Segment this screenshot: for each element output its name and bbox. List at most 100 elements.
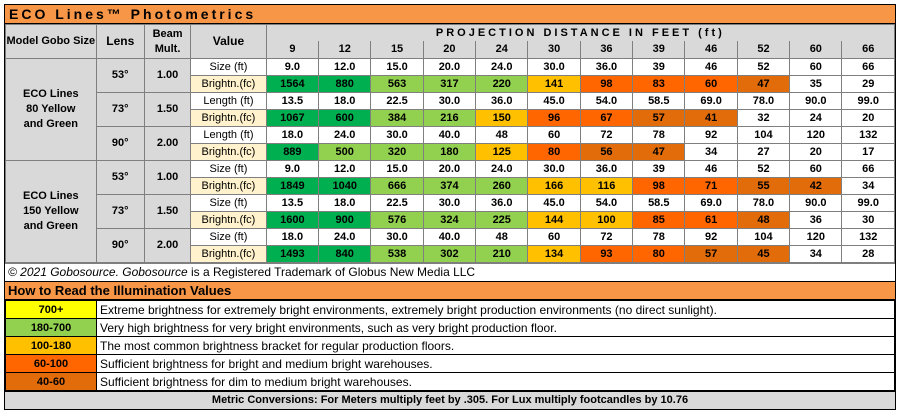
- brightness-cell: 34: [684, 143, 738, 161]
- brightness-cell: 576: [370, 211, 424, 229]
- brightness-cell: 1040: [318, 177, 372, 195]
- size-cell: 30.0: [422, 194, 477, 212]
- brightness-cell: 47: [632, 143, 686, 161]
- size-cell: 9.0: [265, 160, 320, 178]
- size-cell: 78: [632, 126, 686, 144]
- brightness-cell: 28: [841, 245, 895, 263]
- size-cell: 72: [579, 126, 634, 144]
- size-cell: 48: [475, 228, 529, 246]
- size-cell: 40.0: [422, 228, 477, 246]
- brightness-cell: 1849: [265, 177, 320, 195]
- size-cell: 99.0: [841, 194, 895, 212]
- brightness-cell: 320: [370, 143, 424, 161]
- distance-66: 66: [841, 41, 895, 59]
- size-cell: 22.5: [370, 92, 424, 110]
- brightness-cell: 880: [318, 75, 372, 93]
- brightness-cell: 60: [684, 75, 738, 93]
- size-cell: 60: [789, 160, 843, 178]
- size-cell: 36.0: [475, 92, 529, 110]
- legend-row: 60-100 Sufficient brightness for bright a…: [5, 354, 895, 373]
- legend-text: Sufficient brightness for bright and med…: [96, 354, 895, 373]
- brightness-cell: 116: [579, 177, 634, 195]
- size-cell: 54.0: [579, 92, 634, 110]
- size-cell: 90.0: [789, 92, 843, 110]
- legend-row: 100-180 The most common brightness bracke…: [5, 336, 895, 355]
- size-cell: 36.0: [579, 160, 634, 178]
- distance-30: 30: [527, 41, 581, 59]
- legend-text: Extreme brightness for extremely bright …: [96, 300, 895, 319]
- brightness-cell: 20: [841, 109, 895, 127]
- brightness-cell: 100: [579, 211, 634, 229]
- size-cell: 99.0: [841, 92, 895, 110]
- brightness-cell: 27: [736, 143, 791, 161]
- brightness-label: Brightn.(fc): [190, 211, 267, 229]
- brightness-cell: 36: [789, 211, 843, 229]
- lens-angle: 53°: [95, 58, 145, 93]
- brightness-cell: 41: [684, 109, 738, 127]
- size-cell: 40.0: [422, 126, 477, 144]
- size-cell: 24.0: [475, 58, 529, 76]
- size-cell: 24.0: [318, 228, 372, 246]
- size-cell: 9.0: [265, 58, 320, 76]
- brightness-cell: 71: [684, 177, 738, 195]
- size-row: 90° 2.00 Length (ft) 18.0 24.0 30.0 40.0 48 60 72…: [6, 126, 895, 161]
- brightness-cell: 134: [527, 245, 581, 263]
- brightness-cell: 56: [579, 143, 634, 161]
- size-cell: 104: [736, 126, 791, 144]
- size-cell: 92: [684, 126, 738, 144]
- brightness-cell: 317: [422, 75, 477, 93]
- copyright-line: © 2021 Gobosource. Gobosource is a Regis…: [5, 263, 895, 282]
- size-label: Size (ft): [190, 194, 267, 212]
- model-header: Model Gobo Size: [5, 24, 97, 59]
- legend-text: Very high brightness for very bright env…: [96, 318, 895, 337]
- size-cell: 39: [632, 58, 686, 76]
- distance-60: 60: [789, 41, 843, 59]
- size-cell: 69.0: [684, 92, 738, 110]
- beam-header: Beam Mult.: [143, 24, 192, 59]
- distance-52: 52: [736, 41, 791, 59]
- size-cell: 52: [736, 160, 791, 178]
- model-name: ECO Lines 80 Yellow and Green: [5, 58, 97, 161]
- brightness-label: Brightn.(fc): [190, 245, 267, 263]
- size-cell: 18.0: [318, 194, 372, 212]
- brightness-cell: 1493: [265, 245, 320, 263]
- size-cell: 66: [841, 160, 895, 178]
- model-name: ECO Lines 150 Yellow and Green: [5, 160, 97, 263]
- brightness-cell: 85: [632, 211, 686, 229]
- brightness-cell: 125: [475, 143, 529, 161]
- brightness-cell: 216: [422, 109, 477, 127]
- legend-title: How to Read the Illumination Values: [5, 282, 895, 300]
- lens-angle: 90°: [95, 228, 145, 263]
- size-cell: 72: [579, 228, 634, 246]
- brightness-cell: 384: [370, 109, 424, 127]
- size-cell: 78.0: [736, 92, 791, 110]
- size-label: Length (ft): [190, 126, 267, 144]
- lens-angle: 90°: [95, 126, 145, 161]
- lens-header: Lens: [95, 24, 145, 59]
- brightness-cell: 83: [632, 75, 686, 93]
- brightness-cell: 35: [789, 75, 843, 93]
- brightness-cell: 29: [841, 75, 895, 93]
- brightness-cell: 98: [632, 177, 686, 195]
- legend-text: The most common brightness bracket for r…: [96, 336, 895, 355]
- beam-mult: 1.00: [143, 58, 192, 93]
- size-cell: 18.0: [265, 228, 320, 246]
- brightness-cell: 180: [422, 143, 477, 161]
- size-cell: 36.0: [579, 58, 634, 76]
- brightness-cell: 374: [422, 177, 477, 195]
- size-cell: 12.0: [318, 58, 372, 76]
- sheet-title: ECO Lines™ Photometrics: [5, 4, 895, 24]
- legend-range: 100-180: [5, 336, 97, 355]
- legend-row: 40-60 Sufficient brightness for dim to me…: [5, 372, 895, 391]
- distance-9: 9: [265, 41, 320, 59]
- brightness-cell: 34: [789, 245, 843, 263]
- size-cell: 18.0: [318, 92, 372, 110]
- lens-angle: 73°: [95, 92, 145, 127]
- size-cell: 12.0: [318, 160, 372, 178]
- brightness-label: Brightn.(fc): [190, 143, 267, 161]
- legend-range: 40-60: [5, 372, 97, 391]
- size-row: ECO Lines 150 Yellow and Green 53° 1.00 Siz…: [5, 160, 895, 263]
- brightness-cell: 210: [475, 245, 529, 263]
- brightness-cell: 563: [370, 75, 424, 93]
- brightness-cell: 166: [527, 177, 581, 195]
